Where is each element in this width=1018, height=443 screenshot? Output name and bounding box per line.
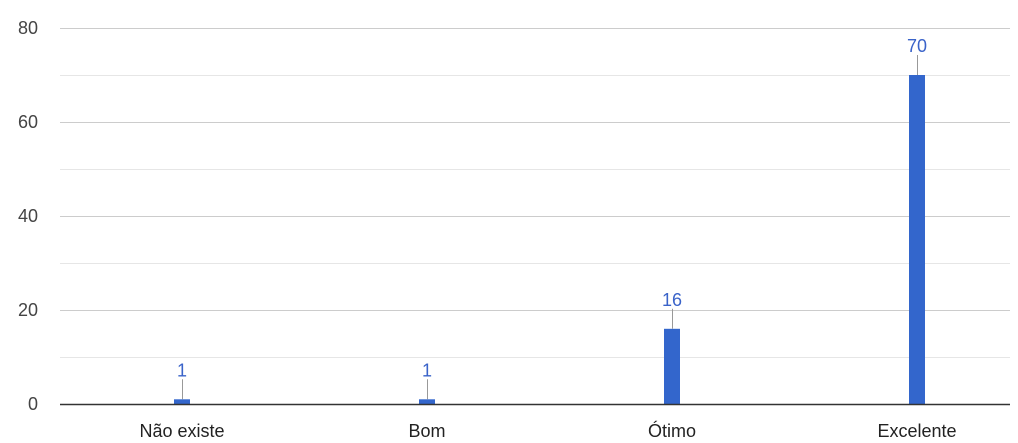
bar xyxy=(909,75,925,404)
data-label: 1 xyxy=(177,360,187,380)
bar xyxy=(664,328,680,404)
gridlines xyxy=(60,28,1010,358)
y-tick-label: 60 xyxy=(18,112,38,132)
bars xyxy=(174,75,925,404)
y-tick-label: 80 xyxy=(18,18,38,38)
y-tick-label: 0 xyxy=(28,394,38,414)
data-label: 16 xyxy=(662,290,682,310)
x-category-label: Bom xyxy=(408,421,445,441)
x-category-label: Excelente xyxy=(877,421,956,441)
y-tick-label: 40 xyxy=(18,206,38,226)
data-label: 1 xyxy=(422,360,432,380)
x-axis-labels: Não existe Bom Ótimo Excelente xyxy=(139,420,956,441)
y-tick-label: 20 xyxy=(18,300,38,320)
data-label-leaders xyxy=(182,55,918,400)
data-label: 70 xyxy=(907,36,927,56)
y-axis-ticks: 0 20 40 60 80 xyxy=(18,18,38,414)
data-labels: 1 1 16 70 xyxy=(177,36,927,380)
x-category-label: Não existe xyxy=(139,421,224,441)
x-category-label: Ótimo xyxy=(648,420,696,441)
bar xyxy=(174,399,190,404)
bar xyxy=(419,399,435,404)
